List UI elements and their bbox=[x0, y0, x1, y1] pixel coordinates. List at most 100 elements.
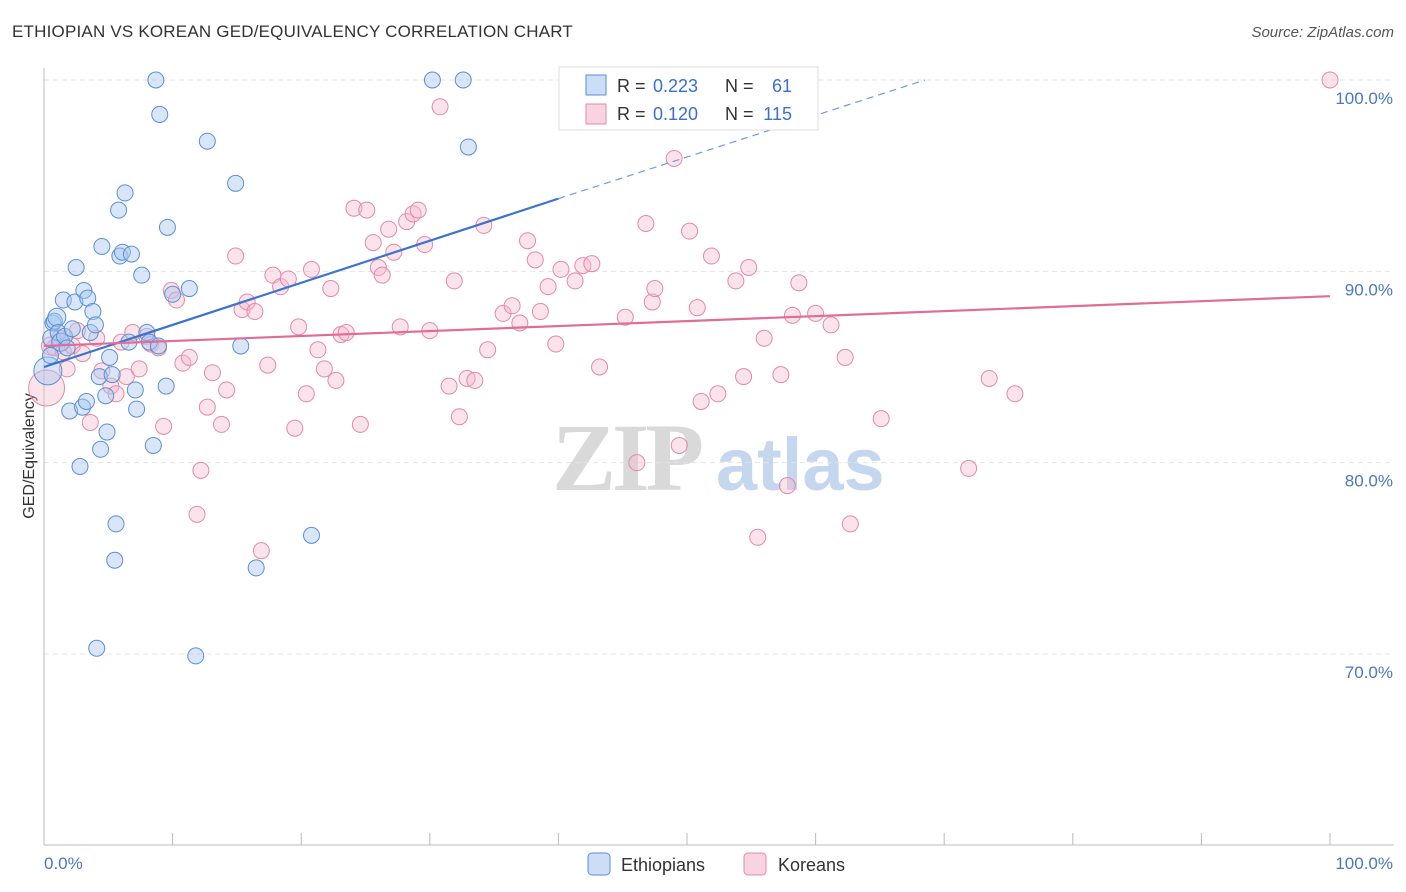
ethiopian-point-31 bbox=[106, 551, 124, 569]
y-axis-tick-labels: 70.0% 80.0% 90.0% 100.0% bbox=[1335, 89, 1393, 682]
axes bbox=[43, 68, 1394, 846]
korean-point-108 bbox=[807, 304, 825, 322]
korean-point-52 bbox=[351, 415, 369, 433]
ethiopian-point-50 bbox=[164, 285, 182, 303]
y-axis-label: GED/Equivalency bbox=[21, 393, 38, 518]
legend-r-value-koreans: 0.120 bbox=[653, 104, 698, 124]
ethiopian-point-18 bbox=[77, 392, 95, 410]
korean-point-97 bbox=[702, 247, 720, 265]
korean-point-44 bbox=[302, 260, 320, 278]
ethiopian-point-45 bbox=[147, 71, 165, 89]
ethiopian-point-33 bbox=[110, 201, 128, 219]
ethiopian-point-60 bbox=[454, 71, 472, 89]
ethiopian-point-52 bbox=[187, 647, 205, 665]
korean-point-0 bbox=[28, 369, 66, 407]
ethiopian-point-41 bbox=[133, 266, 151, 284]
korean-point-24 bbox=[174, 354, 192, 372]
legend-swatch-ethiopians bbox=[585, 74, 607, 96]
ethiopian-point-13 bbox=[66, 293, 84, 311]
korean-point-102 bbox=[749, 528, 767, 546]
korean-point-36 bbox=[252, 542, 270, 560]
ethiopian-point-54 bbox=[227, 174, 245, 192]
ethiopian-point-4 bbox=[45, 312, 63, 330]
korean-point-50 bbox=[337, 324, 355, 342]
korean-point-115 bbox=[1006, 385, 1024, 403]
ethiopian-point-30 bbox=[103, 366, 121, 384]
korean-point-91 bbox=[646, 280, 664, 298]
ethiopian-point-58 bbox=[423, 71, 441, 89]
koreans-trend-line bbox=[43, 295, 1331, 348]
korean-point-106 bbox=[783, 306, 801, 324]
korean-point-21 bbox=[155, 417, 173, 435]
korean-point-26 bbox=[188, 505, 206, 523]
korean-point-89 bbox=[637, 215, 655, 232]
korean-point-107 bbox=[790, 274, 808, 292]
korean-point-113 bbox=[960, 459, 978, 477]
korean-point-5 bbox=[58, 360, 76, 378]
korean-point-99 bbox=[727, 272, 745, 290]
korean-point-46 bbox=[315, 360, 333, 378]
korean-point-59 bbox=[391, 318, 409, 336]
ethiopian-point-21 bbox=[84, 303, 102, 321]
ethiopian-point-49 bbox=[158, 218, 176, 236]
korean-point-104 bbox=[772, 366, 790, 384]
ethiopian-point-26 bbox=[93, 237, 111, 255]
korean-point-101 bbox=[740, 259, 758, 277]
korean-point-47 bbox=[322, 280, 340, 298]
korean-point-57 bbox=[380, 220, 398, 238]
bottom-legend-swatch-ethiopians bbox=[587, 852, 611, 876]
korean-point-83 bbox=[566, 272, 584, 290]
ethiopian-point-36 bbox=[116, 184, 134, 202]
korean-point-43 bbox=[297, 385, 315, 403]
koreans-points bbox=[28, 71, 1339, 560]
ethiopian-point-44 bbox=[144, 436, 162, 454]
ethiopian-point-57 bbox=[302, 526, 320, 544]
legend-n-value-koreans: 115 bbox=[763, 104, 792, 124]
ethiopian-point-17 bbox=[75, 281, 93, 299]
korean-point-42 bbox=[290, 318, 308, 336]
legend-r-label-koreans: R = bbox=[617, 104, 646, 124]
bottom-legend-swatch-koreans bbox=[743, 852, 767, 876]
y-tick-label-80: 80.0% bbox=[1345, 472, 1393, 491]
korean-point-45 bbox=[309, 341, 327, 359]
gridlines bbox=[44, 79, 1394, 655]
korean-point-65 bbox=[431, 98, 449, 116]
korean-point-41 bbox=[286, 419, 304, 437]
korean-point-78 bbox=[531, 303, 549, 321]
ethiopians-points bbox=[33, 71, 477, 665]
korean-point-116 bbox=[1321, 71, 1339, 89]
korean-point-51 bbox=[345, 199, 363, 217]
ethiopian-point-27 bbox=[97, 387, 115, 405]
korean-point-9 bbox=[81, 413, 99, 431]
korean-point-48 bbox=[327, 371, 345, 389]
ethiopian-point-5 bbox=[47, 307, 67, 327]
ethiopian-point-15 bbox=[71, 457, 89, 475]
korean-point-15 bbox=[117, 368, 135, 386]
korean-point-105 bbox=[778, 477, 796, 495]
korean-point-35 bbox=[246, 303, 264, 321]
series-legend: Ethiopians Koreans bbox=[587, 852, 845, 876]
korean-point-27 bbox=[192, 461, 210, 479]
ethiopians-trend-extension bbox=[558, 79, 926, 200]
korean-point-114 bbox=[980, 369, 998, 387]
legend-n-value-ethiopians: 61 bbox=[772, 76, 792, 96]
korean-point-74 bbox=[503, 297, 521, 315]
y-tick-label-70: 70.0% bbox=[1345, 663, 1393, 682]
legend-r-value-ethiopians: 0.223 bbox=[653, 76, 698, 96]
korean-point-31 bbox=[218, 381, 236, 399]
ethiopian-point-32 bbox=[107, 515, 125, 533]
ethiopian-point-14 bbox=[67, 259, 85, 277]
ethiopian-point-19 bbox=[79, 289, 97, 307]
x-tick-label-0: 0.0% bbox=[44, 854, 83, 873]
legend-n-label-koreans: N = bbox=[725, 104, 754, 124]
korean-point-56 bbox=[373, 266, 391, 284]
ethiopian-point-56 bbox=[247, 559, 265, 577]
korean-point-79 bbox=[539, 278, 557, 296]
ethiopian-point-38 bbox=[122, 245, 140, 263]
korean-point-111 bbox=[841, 515, 859, 533]
ethiopian-point-53 bbox=[198, 132, 216, 150]
korean-point-80 bbox=[547, 335, 565, 353]
stats-legend: R = 0.223 N = 61 R = 0.120 N = 115 bbox=[558, 66, 819, 131]
ethiopian-point-47 bbox=[151, 105, 169, 123]
korean-point-72 bbox=[479, 341, 497, 359]
